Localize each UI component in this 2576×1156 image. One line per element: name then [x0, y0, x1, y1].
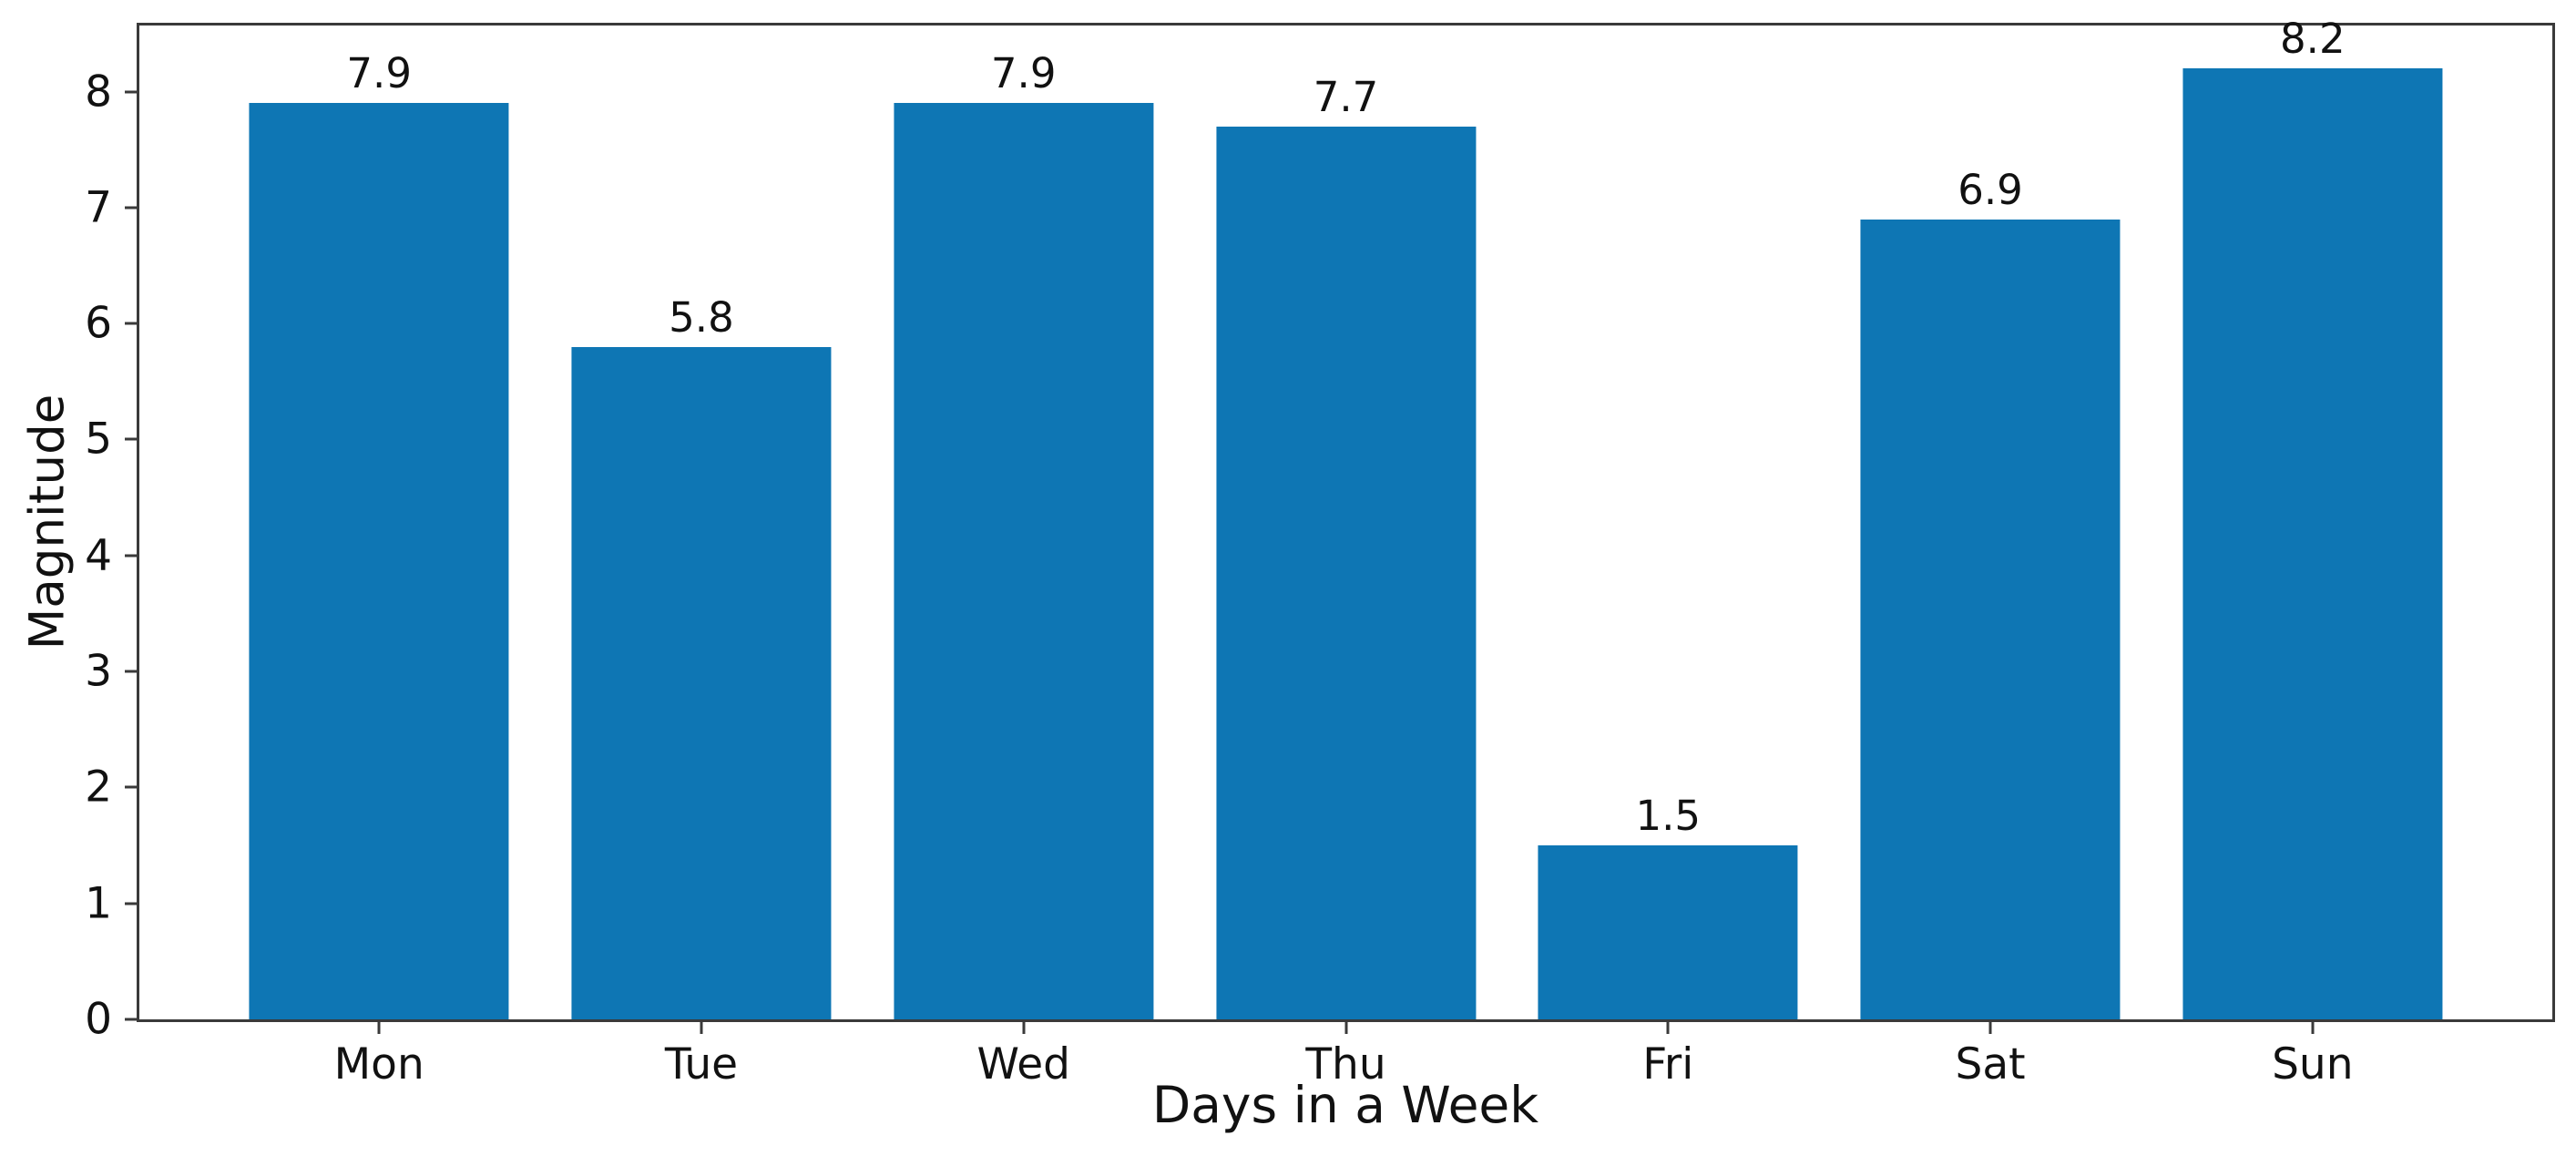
x-tick-label-tue: Tue: [664, 1039, 739, 1090]
x-tick-label-sun: Sun: [2272, 1039, 2354, 1090]
bar-value-label: 7.7: [1313, 72, 1379, 121]
y-tick-label-1: 1: [85, 878, 112, 929]
x-tick: [377, 1022, 381, 1034]
y-tick-label-4: 4: [85, 530, 112, 581]
bar-value-label: 7.9: [990, 49, 1057, 98]
y-tick: [125, 322, 137, 325]
x-tick-label-wed: Wed: [976, 1039, 1070, 1090]
x-tick-label-thu: Thu: [1305, 1039, 1386, 1090]
bar-thu: [1215, 126, 1477, 1019]
plot-area: 7.9 Mon 5.8 Tue 7.9 Wed 7.7 Thu 1.5 Fri 6.9 Sat 8.2 S…: [85, 18, 2555, 1086]
y-tick-label-8: 8: [85, 66, 112, 118]
y-tick-label-0: 0: [85, 994, 112, 1045]
y-tick: [125, 670, 137, 673]
x-tick-label-mon: Mon: [333, 1039, 424, 1090]
y-axis-title: Magnitude: [19, 394, 76, 650]
y-tick: [125, 785, 137, 789]
x-tick: [700, 1022, 703, 1034]
y-tick-label-3: 3: [85, 646, 112, 697]
bar-wed: [894, 103, 1154, 1019]
y-tick: [125, 1018, 137, 1021]
y-tick: [125, 437, 137, 441]
bar-tue: [571, 346, 832, 1019]
bar-mon: [249, 103, 509, 1019]
bar-value-label: 7.9: [346, 49, 412, 98]
bar-value-label: 5.8: [669, 292, 734, 342]
x-axis-title: Days in a Week: [1151, 1076, 1539, 1134]
bar-value-label: 1.5: [1635, 792, 1702, 841]
x-tick-label-fri: Fri: [1642, 1039, 1694, 1090]
y-tick-label-5: 5: [85, 414, 112, 465]
y-tick-label-2: 2: [85, 762, 112, 813]
bar-fri: [1538, 845, 1798, 1019]
x-tick: [1022, 1022, 1026, 1034]
y-tick-label-6: 6: [85, 298, 112, 349]
bar-sun: [2182, 68, 2443, 1019]
bar-value-label: 8.2: [2280, 15, 2346, 64]
bar-sat: [1860, 219, 2121, 1019]
x-tick-label-sat: Sat: [1955, 1039, 2026, 1090]
y-tick: [125, 90, 137, 94]
x-tick: [1988, 1022, 1992, 1034]
y-tick: [125, 206, 137, 210]
y-tick: [125, 902, 137, 905]
bar-value-label: 6.9: [1958, 165, 2023, 214]
y-tick: [125, 554, 137, 558]
y-tick-label-7: 7: [85, 182, 112, 233]
x-tick: [2311, 1022, 2315, 1034]
x-tick: [1666, 1022, 1670, 1034]
x-tick: [1344, 1022, 1347, 1034]
